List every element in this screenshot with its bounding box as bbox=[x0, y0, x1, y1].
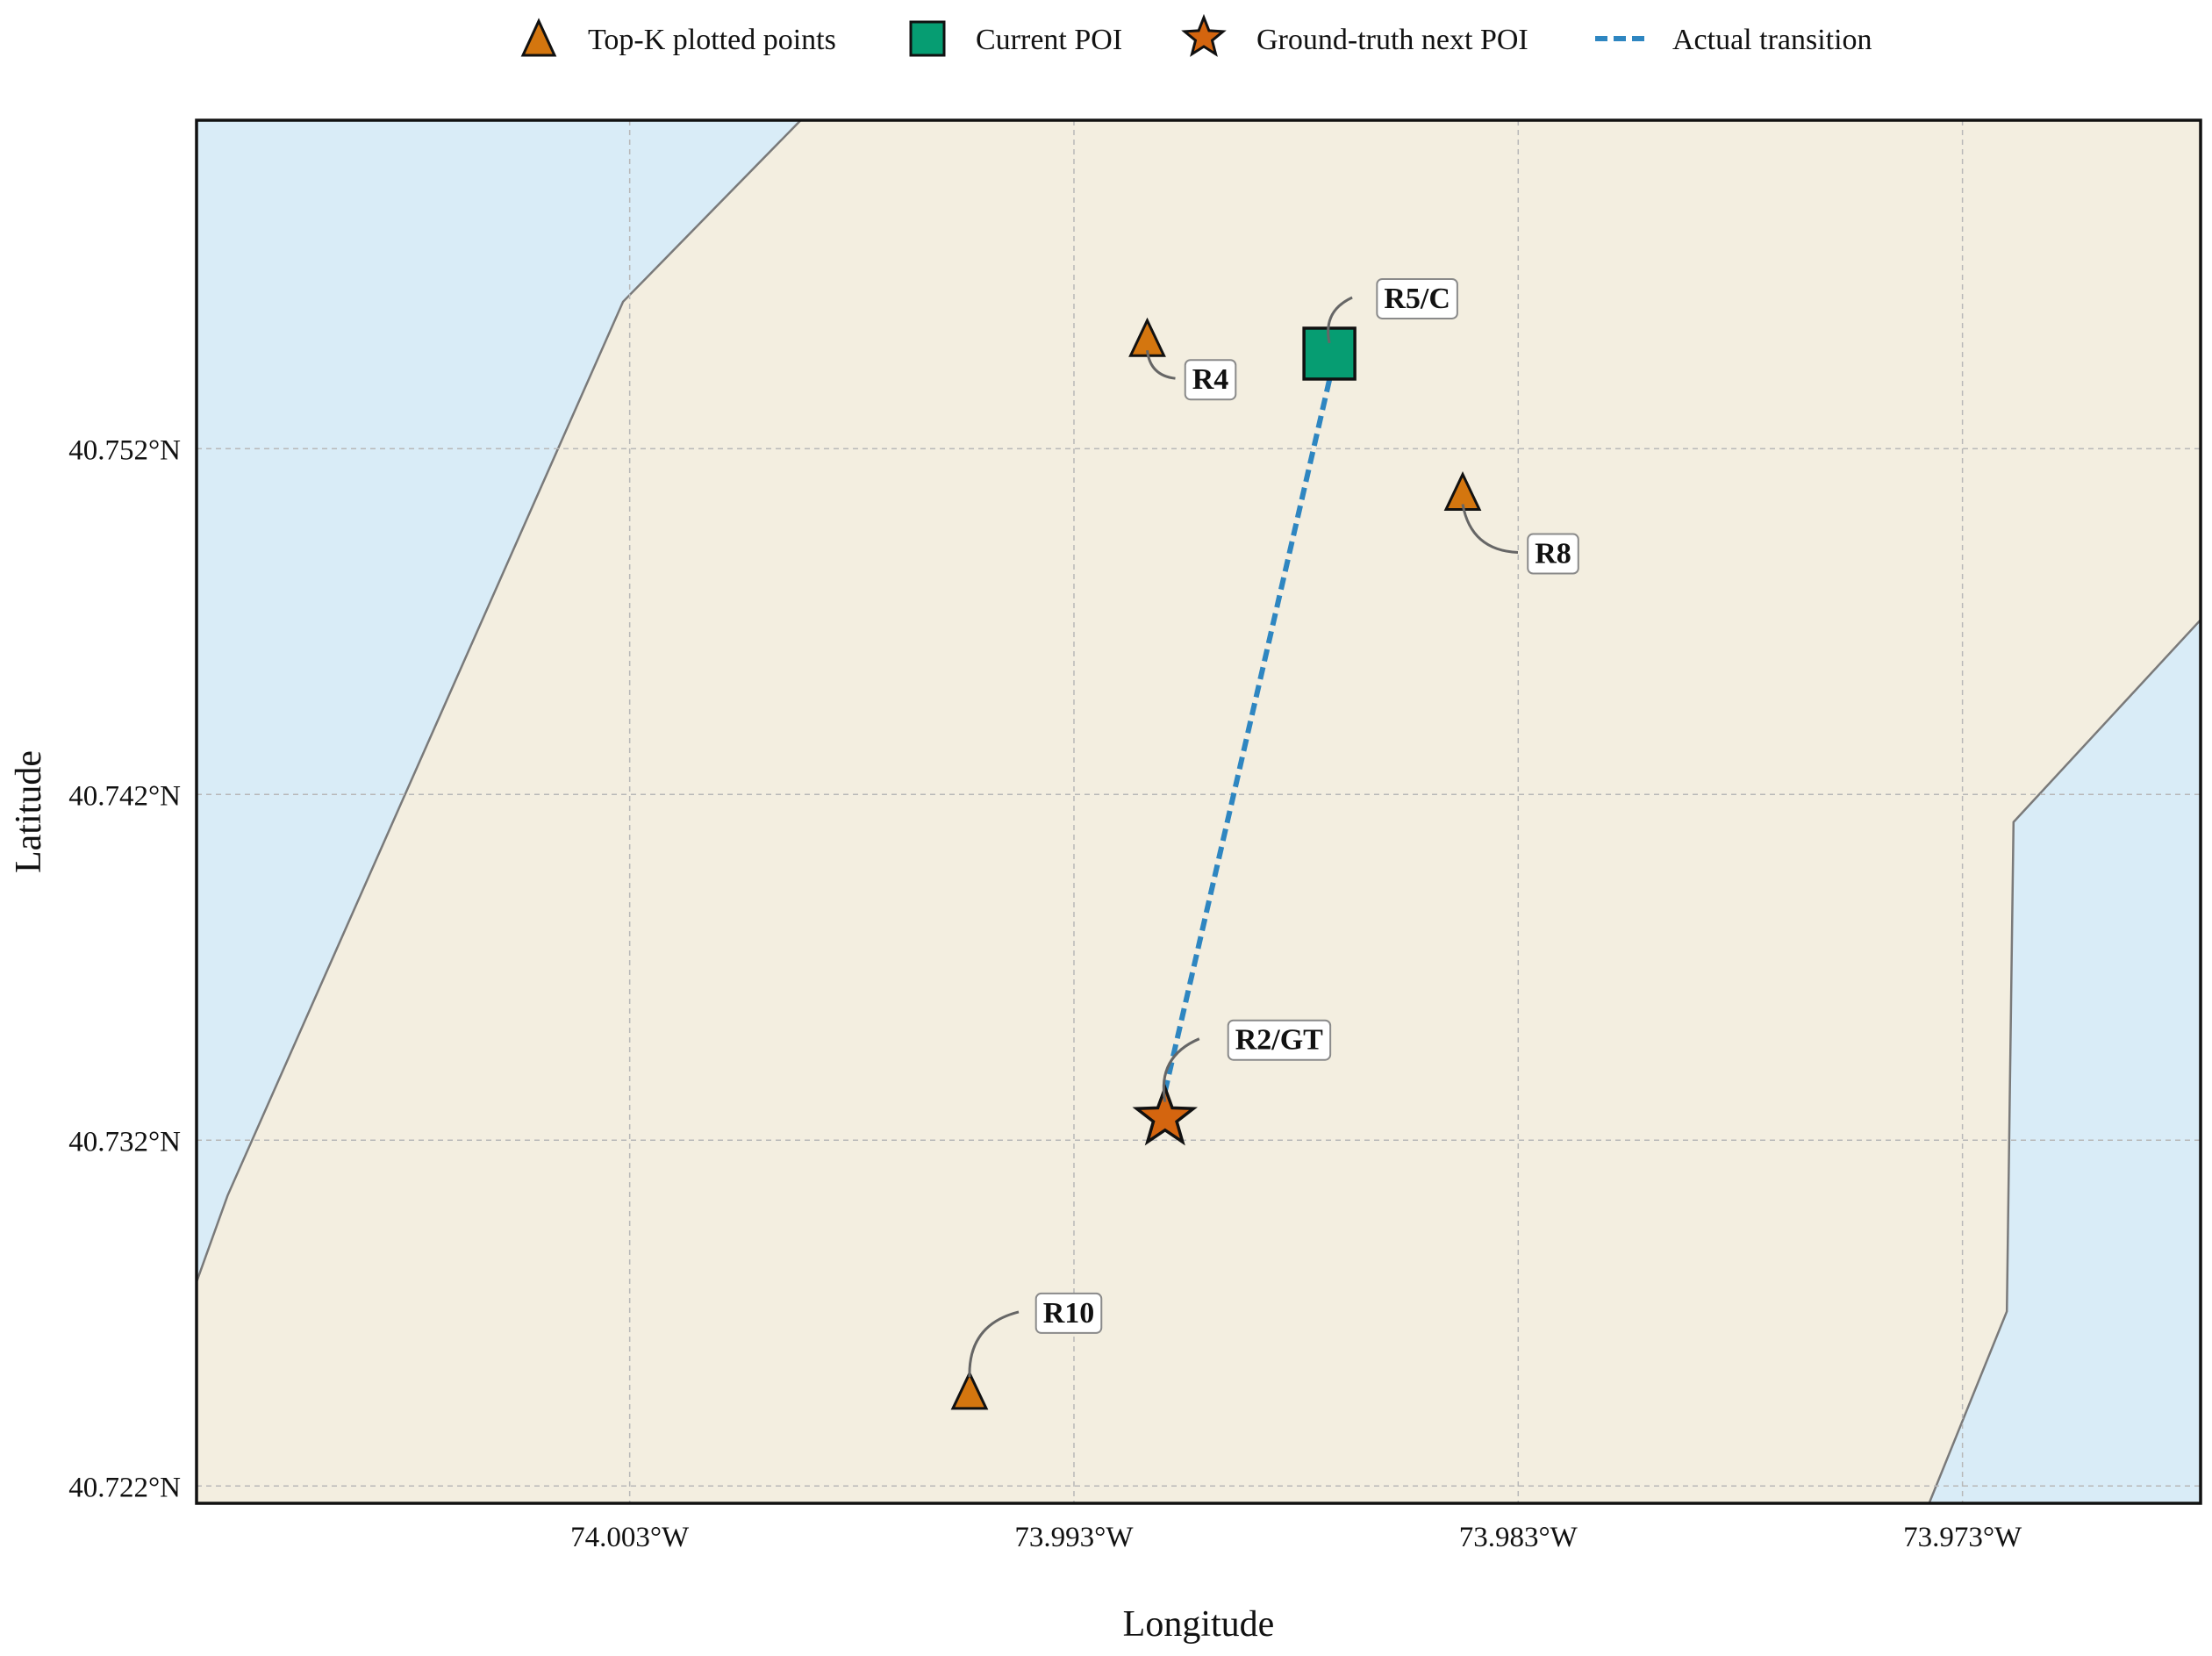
annotation-box bbox=[1034, 1292, 1103, 1334]
poi-r5c[interactable]: R5/C bbox=[1302, 277, 1458, 381]
poi-label: R2/GT bbox=[1235, 1024, 1323, 1057]
annotation-connector bbox=[968, 1310, 1020, 1377]
legend: Top-K plotted points Current POI Ground-… bbox=[520, 13, 1872, 57]
map-plot-area: R4 R5/C R8 R2/GT R10 bbox=[195, 118, 2202, 1505]
x-axis-ticks: 74.003°W 73.993°W 73.983°W 73.973°W bbox=[570, 1522, 2022, 1553]
poi-r2gt[interactable]: R2/GT bbox=[1132, 1019, 1332, 1146]
legend-label-transition: Actual transition bbox=[1672, 24, 1872, 56]
legend-triangle-marker bbox=[520, 18, 557, 57]
x-tick-label: 74.003°W bbox=[570, 1522, 690, 1553]
water-region-east bbox=[1928, 618, 2201, 1503]
transition-layer bbox=[1162, 379, 1333, 1093]
star-marker[interactable] bbox=[1132, 1083, 1198, 1146]
legend-item-current: Current POI bbox=[909, 20, 1122, 57]
y-tick-label: 40.752°N bbox=[68, 434, 181, 466]
y-axis-ticks: 40.722°N 40.732°N 40.742°N 40.752°N bbox=[68, 434, 181, 1503]
poi-label: R10 bbox=[1043, 1297, 1095, 1330]
legend-label-ground-truth: Ground-truth next POI bbox=[1256, 24, 1528, 56]
x-axis-label: Longitude bbox=[1123, 1604, 1275, 1645]
legend-item-transition: Actual transition bbox=[1595, 24, 1872, 56]
poi-r8[interactable]: R8 bbox=[1443, 471, 1579, 575]
annotation-connector bbox=[1461, 504, 1519, 555]
y-tick-label: 40.732°N bbox=[68, 1126, 181, 1158]
plot-frame bbox=[195, 118, 2202, 1505]
annotation-box bbox=[1184, 359, 1237, 401]
square-marker[interactable] bbox=[1302, 326, 1357, 381]
transition-line bbox=[1162, 379, 1333, 1093]
legend-star-marker bbox=[1181, 13, 1227, 57]
x-tick-label: 73.973°W bbox=[1903, 1522, 2022, 1553]
annotation-connector bbox=[1327, 296, 1353, 344]
annotation-connector bbox=[1162, 1037, 1200, 1102]
y-tick-label: 40.722°N bbox=[68, 1472, 181, 1503]
annotation-box bbox=[1227, 1019, 1332, 1061]
x-tick-label: 73.993°W bbox=[1014, 1522, 1134, 1553]
poi-label: R4 bbox=[1192, 363, 1229, 396]
y-tick-label: 40.742°N bbox=[68, 780, 181, 812]
legend-label-topk: Top-K plotted points bbox=[588, 24, 836, 56]
poi-r4[interactable]: R4 bbox=[1128, 317, 1237, 401]
poi-layer: R4 R5/C R8 R2/GT R10 bbox=[950, 277, 1579, 1410]
x-tick-label: 73.983°W bbox=[1459, 1522, 1578, 1553]
y-axis-label: Latitude bbox=[9, 750, 49, 873]
poi-r10[interactable]: R10 bbox=[950, 1292, 1103, 1410]
poi-label: R5/C bbox=[1384, 283, 1450, 315]
annotation-box bbox=[1527, 533, 1579, 575]
grid-lines bbox=[197, 120, 2201, 1503]
legend-item-ground-truth: Ground-truth next POI bbox=[1181, 13, 1528, 57]
annotation-box bbox=[1376, 277, 1458, 319]
legend-label-current: Current POI bbox=[976, 24, 1122, 56]
water-region-west bbox=[197, 120, 803, 1283]
legend-square-marker bbox=[909, 20, 946, 57]
poi-label: R8 bbox=[1535, 538, 1571, 570]
legend-item-topk: Top-K plotted points bbox=[520, 18, 836, 57]
annotation-connector bbox=[1146, 349, 1176, 380]
triangle-marker[interactable] bbox=[950, 1370, 989, 1410]
